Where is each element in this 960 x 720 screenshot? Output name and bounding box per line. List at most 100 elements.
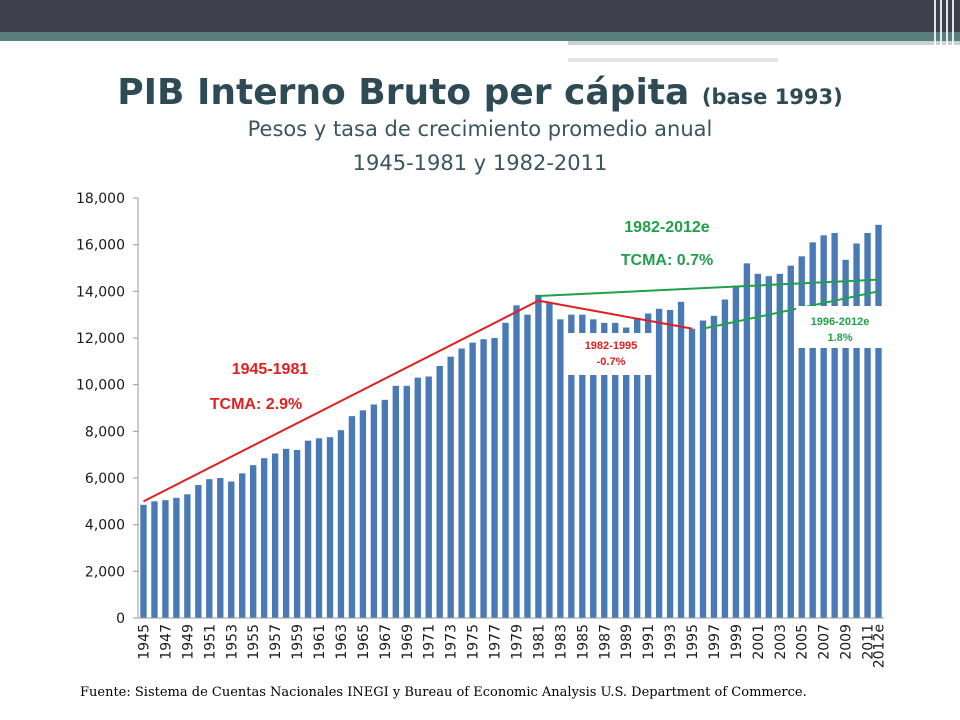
bar-1955 [250, 465, 257, 618]
x-tick-label: 1983 [553, 624, 569, 660]
bar-1964 [348, 416, 356, 618]
bar-1975 [469, 342, 476, 618]
x-tick-label: 1945 [136, 624, 152, 660]
x-tick-label: 1997 [707, 624, 723, 660]
x-tick-label: 1955 [246, 624, 262, 660]
bar-1953 [228, 481, 235, 618]
bar-1952 [217, 478, 224, 618]
bar-1966 [370, 404, 378, 618]
x-tick-label: 1987 [597, 624, 613, 660]
page-title: PIB Interno Bruto per cápita (base 1993) [0, 72, 960, 113]
bar-1999 [732, 285, 740, 618]
annotation-rate: 1.8% [827, 332, 852, 344]
source-note: Fuente: Sistema de Cuentas Nacionales IN… [80, 685, 807, 700]
x-tick-label: 1959 [290, 624, 306, 660]
bar-1962 [326, 437, 334, 618]
bar-1981 [535, 294, 542, 618]
bar-2001 [754, 273, 762, 618]
bar-1973 [447, 356, 454, 618]
bar-1986 [590, 319, 597, 618]
bar-1980 [524, 314, 531, 618]
bars-group [140, 224, 882, 619]
bar-1978 [502, 322, 509, 618]
x-tick-label: 1977 [488, 624, 504, 660]
bar-1950 [195, 485, 202, 618]
x-tick-label: 1975 [466, 624, 482, 660]
corner-decoration [928, 0, 960, 45]
trend-line-red-1 [538, 299, 693, 330]
bar-1977 [491, 338, 498, 618]
y-tick-label: 2,000 [85, 564, 125, 580]
y-tick-label: 0 [116, 611, 125, 627]
x-tick-label: 2007 [817, 624, 833, 660]
x-tick-label: 1949 [180, 624, 196, 660]
bar-1984 [568, 314, 575, 618]
bar-1949 [184, 494, 191, 618]
bar-1968 [392, 385, 399, 618]
bar-1946 [151, 501, 158, 618]
bar-1967 [381, 399, 389, 618]
bar-1993 [666, 310, 674, 618]
y-tick-label: 6,000 [85, 471, 125, 487]
x-tick-label: 1963 [334, 624, 350, 660]
bar-1951 [206, 479, 213, 618]
bar-1958 [282, 448, 290, 618]
bar-1992 [655, 308, 663, 618]
x-tick-label: 1953 [224, 624, 240, 660]
bar-1994 [677, 301, 685, 618]
bar-1990 [633, 318, 641, 618]
x-tick-label: 1979 [509, 624, 525, 660]
x-tick-label: 2012e [872, 624, 888, 668]
bar-1956 [260, 458, 268, 618]
x-tick-label: 1971 [422, 624, 438, 660]
annotation-label: 1982-1995 [585, 340, 638, 352]
annotation-rate: TCMA: 2.9% [210, 396, 302, 413]
bar-1948 [173, 497, 180, 618]
axes-group: 0 2,000 4,000 6,000 8,000 10,000 12,000 14,000 1… [76, 191, 888, 668]
bar-1957 [271, 453, 279, 618]
annotation-rate: -0.7% [597, 356, 626, 368]
bar-1960 [304, 440, 312, 618]
x-tick-label: 1969 [400, 624, 416, 660]
y-tick-label: 16,000 [76, 238, 125, 254]
bar-1991 [644, 313, 652, 618]
x-tick-label: 1999 [729, 624, 745, 660]
x-tick-label: 1957 [268, 624, 284, 660]
x-tick-label: 1947 [158, 624, 174, 660]
bar-1985 [579, 314, 586, 618]
bar-2000 [743, 263, 751, 618]
bar-1945 [140, 504, 147, 618]
bar-2011 [864, 233, 871, 618]
bar-1983 [557, 319, 564, 618]
x-tick-label: 1993 [663, 624, 679, 660]
bar-1954 [239, 473, 246, 618]
x-tick-label: 1961 [312, 624, 328, 660]
subtitle-years: 1945-1981 y 1982-2011 [352, 151, 608, 175]
bar-1997 [710, 315, 718, 618]
bar-1971 [425, 376, 432, 618]
trend-line-green-2 [538, 278, 879, 297]
x-tick-label: 1965 [356, 624, 372, 660]
bar-1988 [612, 322, 619, 618]
bar-1972 [436, 366, 443, 618]
x-tick-label: 2001 [751, 624, 767, 660]
annotation-label: 1982-2012e [624, 219, 710, 236]
y-tick-label: 10,000 [76, 378, 125, 394]
bar-1959 [293, 450, 301, 618]
bar-1989 [623, 327, 630, 618]
annotation-box [796, 306, 884, 348]
bar-1996 [699, 320, 707, 618]
bar-1987 [601, 322, 608, 618]
bar-1947 [162, 500, 169, 618]
x-tick-label: 1991 [641, 624, 657, 660]
y-tick-label: 18,000 [76, 191, 125, 207]
header-bar [0, 0, 960, 32]
y-tick-label: 12,000 [76, 331, 125, 347]
bar-1961 [315, 438, 323, 618]
annotations-group: 1945-1981 TCMA: 2.9% 1982-2012e TCMA: 0.7% 1… [210, 219, 884, 413]
header-accent-band [0, 32, 960, 41]
subtitle: Pesos y tasa de crecimiento promedio anu… [247, 117, 713, 141]
trend-line-green-3 [702, 290, 879, 330]
y-tick-label: 8,000 [85, 424, 125, 440]
